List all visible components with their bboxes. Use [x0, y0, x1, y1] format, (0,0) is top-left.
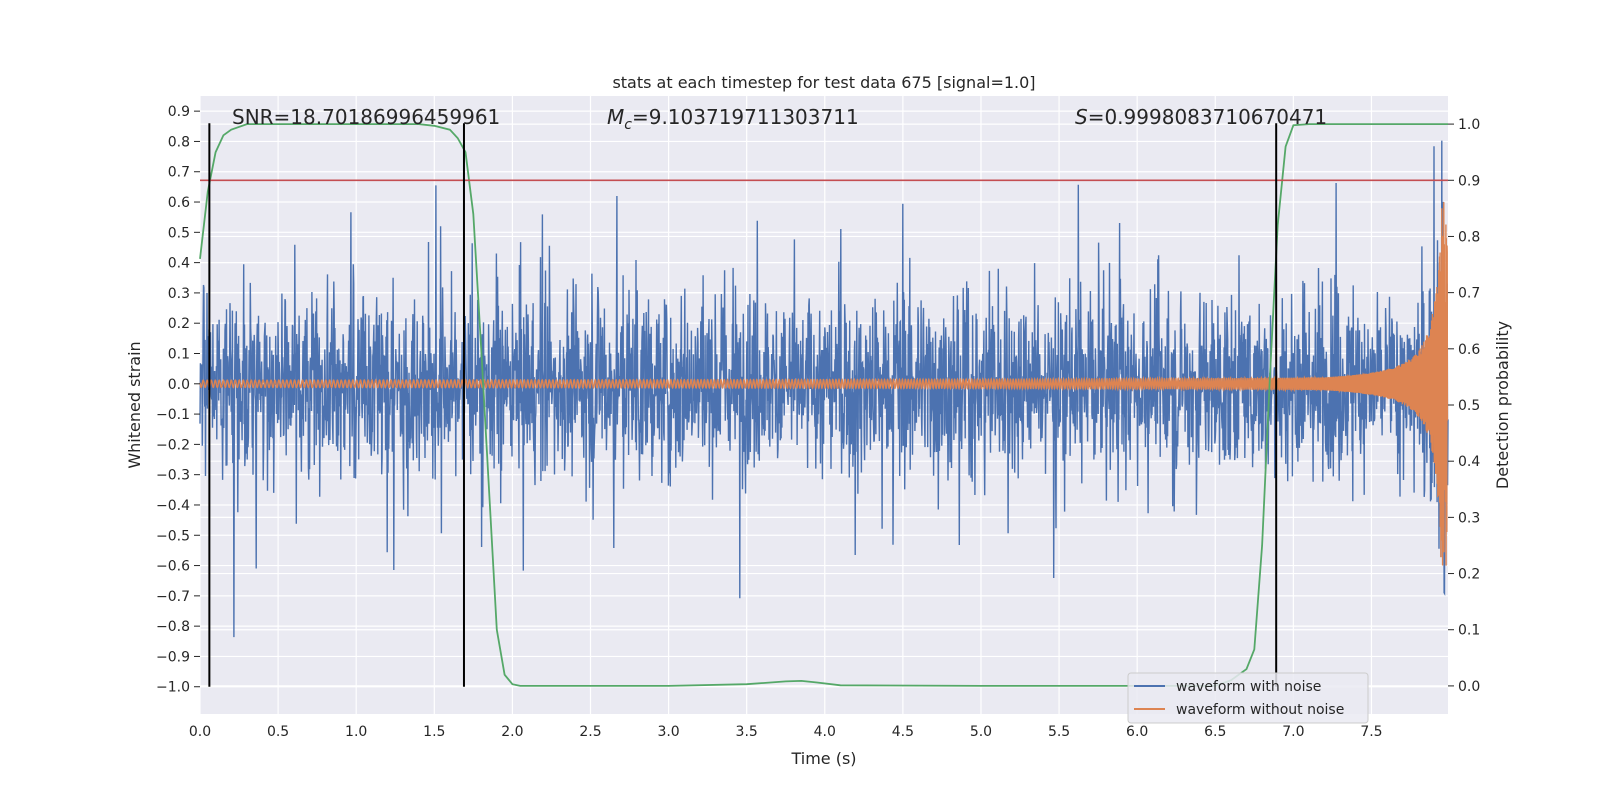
y-axis-label: Whitened strain [125, 341, 144, 468]
x-tick-label: 6.0 [1126, 724, 1148, 740]
y-right-tick-label: 0.3 [1458, 510, 1480, 526]
x-tick-label: 0.0 [189, 724, 211, 740]
y-tick-label: 0.6 [168, 195, 190, 211]
y-tick-label: −1.0 [156, 680, 190, 696]
y-right-tick-label: 0.4 [1458, 454, 1480, 470]
y-right-tick-label: 0.1 [1458, 623, 1480, 639]
x-tick-label: 0.5 [267, 724, 289, 740]
legend-label-clean: waveform without noise [1176, 702, 1344, 718]
mc-symbol: M [607, 105, 624, 129]
y-tick-label: −0.1 [156, 407, 190, 423]
series-waveform-with-noise [199, 140, 1449, 638]
chirp-mass-annotation: Mc=9.103719711303711 [607, 105, 859, 133]
y-tick-label: −0.4 [156, 498, 190, 514]
x-tick-label: 1.0 [345, 724, 367, 740]
x-tick-label: 5.0 [970, 724, 992, 740]
x-tick-label: 4.5 [892, 724, 914, 740]
y-tick-label: −0.3 [156, 468, 190, 484]
x-tick-label: 2.0 [501, 724, 523, 740]
x-tick-label: 3.0 [657, 724, 679, 740]
marker-lines [200, 123, 1448, 687]
y-tick-label: 0.8 [168, 134, 190, 150]
snr-annotation: SNR=18.70186996459961 [232, 105, 500, 129]
s-symbol: S [1075, 105, 1088, 129]
y-right-tick-label: 0.5 [1458, 398, 1480, 414]
x-tick-label: 7.0 [1282, 724, 1304, 740]
x-tick-label: 6.5 [1204, 724, 1226, 740]
y-right-tick-label: 0.6 [1458, 342, 1480, 358]
s-value: =0.9998083710670471 [1088, 105, 1327, 129]
mc-value: =9.103719711303711 [632, 105, 859, 129]
y-tick-label: 0.3 [168, 286, 190, 302]
series-waveform-without-noise [199, 202, 1449, 566]
series-layer [199, 123, 1449, 687]
y-tick-label: 0.0 [168, 377, 190, 393]
y-tick-label: 0.2 [168, 316, 190, 332]
y-tick-label: −0.9 [156, 649, 190, 665]
y-tick-label: −0.6 [156, 559, 190, 575]
x-axis: 0.0 0.5 1.0 1.5 2.0 2.5 3.0 3.5 4.0 4.5 5.0 5.5 6.0 6… [189, 724, 1383, 740]
y-tick-label: −0.5 [156, 528, 190, 544]
y-tick-label: 0.5 [168, 225, 190, 241]
y-right-tick-label: 1.0 [1458, 117, 1480, 133]
y-tick-label: 0.7 [168, 165, 190, 181]
y-right-tick-label: 0.8 [1458, 229, 1480, 245]
x-tick-label: 2.5 [579, 724, 601, 740]
y-axis-right: 1.0 0.9 0.8 0.7 0.6 0.5 0.4 0.3 0.2 0.1 0.0 [1448, 117, 1480, 695]
x-axis-label: Time (s) [790, 749, 856, 768]
y-axis-right-label: Detection probability [1493, 321, 1512, 489]
y-tick-label: −0.7 [156, 589, 190, 605]
y-tick-label: −0.2 [156, 437, 190, 453]
legend-box [1127, 672, 1369, 724]
chart-title: stats at each timestep for test data 675… [612, 73, 1035, 92]
y-axis-left: 0.9 0.8 0.7 0.6 0.5 0.4 0.3 0.2 0.1 0.0 −0.1 −0.2 −0… [156, 104, 200, 696]
y-right-tick-label: 0.7 [1458, 286, 1480, 302]
y-tick-label: 0.1 [168, 347, 190, 363]
y-right-tick-label: 0.9 [1458, 173, 1480, 189]
legend-label-noise: waveform with noise [1176, 679, 1321, 695]
x-tick-label: 5.5 [1048, 724, 1070, 740]
x-tick-label: 3.5 [736, 724, 758, 740]
x-tick-label: 7.5 [1360, 724, 1382, 740]
mc-subscript: c [624, 117, 632, 133]
x-tick-label: 4.0 [814, 724, 836, 740]
y-tick-label: 0.4 [168, 256, 190, 272]
x-tick-label: 1.5 [423, 724, 445, 740]
series-detection-probability [199, 123, 1448, 687]
y-right-tick-label: 0.2 [1458, 567, 1480, 583]
s-annotation: S=0.9998083710670471 [1075, 105, 1327, 129]
y-tick-label: 0.9 [168, 104, 190, 120]
legend: waveform with noise waveform without noi… [1127, 672, 1369, 724]
y-tick-label: −0.8 [156, 619, 190, 635]
y-right-tick-label: 0.0 [1458, 679, 1480, 695]
